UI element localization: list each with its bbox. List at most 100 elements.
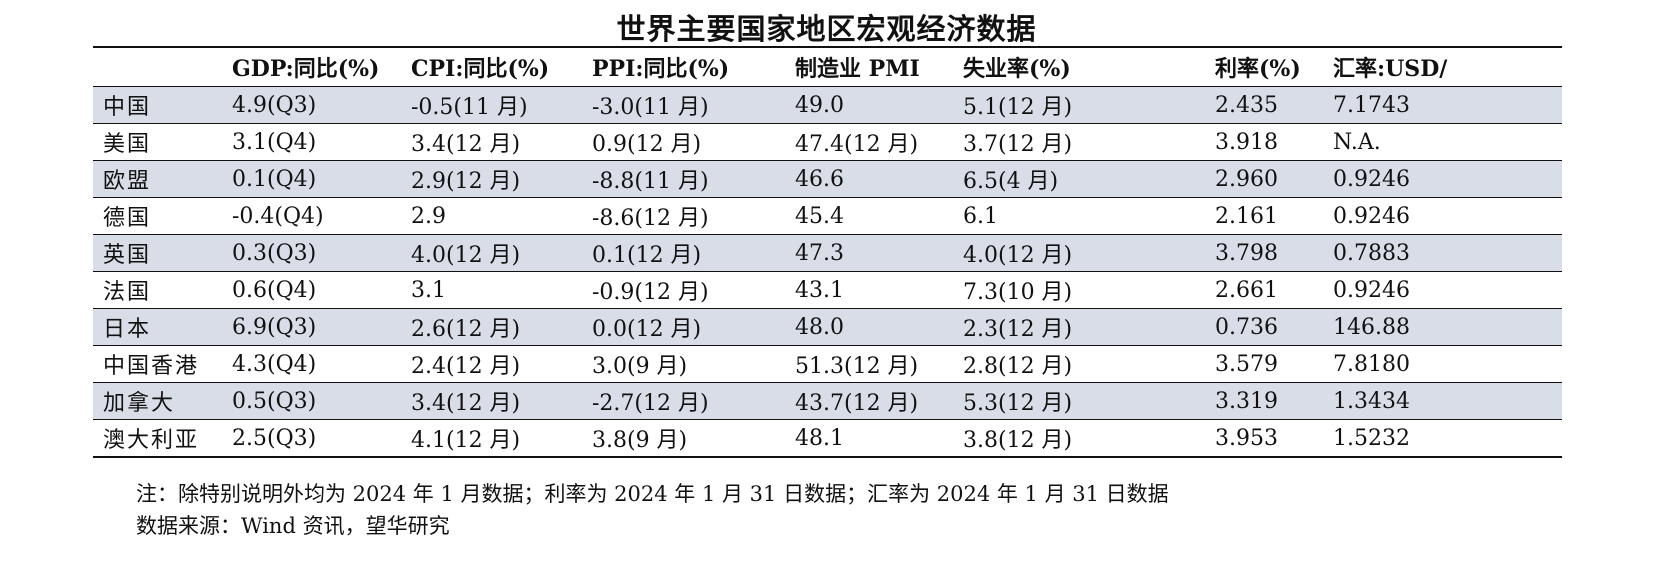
cell-ppi: 0.1(12 月) <box>592 243 702 268</box>
cell-gdp: -0.4(Q4) <box>232 203 324 229</box>
cell-exchange-rate: 1.5232 <box>1333 425 1410 451</box>
cell-interest-rate: 2.960 <box>1215 166 1278 192</box>
cell-ppi: 0.0(12 月) <box>592 317 702 342</box>
table-row: 加拿大 0.5(Q3) 3.4(12 月) -2.7(12 月) 43.7(12 月) 5… <box>93 382 1562 419</box>
cell-region: 英国 <box>103 243 152 268</box>
table-row: 法国 0.6(Q4) 3.1 -0.9(12 月) 43.1 7.3(10 月) 2.661… <box>93 271 1562 308</box>
cell-region: 欧盟 <box>103 169 152 194</box>
cell-interest-rate: 2.161 <box>1215 203 1278 229</box>
cell-unemployment: 5.3(12 月) <box>963 391 1073 416</box>
cell-pmi: 48.0 <box>795 314 844 340</box>
cell-exchange-rate: 0.9246 <box>1333 166 1410 192</box>
cell-exchange-rate: N.A. <box>1333 129 1381 155</box>
cell-pmi: 47.4(12 月) <box>795 132 919 157</box>
table-row: 英国 0.3(Q3) 4.0(12 月) 0.1(12 月) 47.3 4.0(12 月)… <box>93 234 1562 271</box>
cell-interest-rate: 3.953 <box>1215 425 1278 451</box>
cell-pmi: 45.4 <box>795 203 844 229</box>
cell-interest-rate: 0.736 <box>1215 314 1278 340</box>
cell-ppi: -8.8(11 月) <box>592 169 709 194</box>
cell-gdp: 0.3(Q3) <box>232 240 317 266</box>
cell-cpi: 2.9(12 月) <box>411 169 521 194</box>
cell-region: 澳大利亚 <box>103 428 200 453</box>
cell-ppi: 3.8(9 月) <box>592 428 688 453</box>
cell-unemployment: 3.7(12 月) <box>963 132 1073 157</box>
cell-interest-rate: 3.579 <box>1215 351 1278 377</box>
table-row: 日本 6.9(Q3) 2.6(12 月) 0.0(12 月) 48.0 2.3(12 月)… <box>93 308 1562 345</box>
cell-cpi: 3.1 <box>411 277 446 303</box>
macro-data-table: GDP:同比(%) CPI:同比(%) PPI:同比(%) 制造业 PMI 失业… <box>93 46 1562 458</box>
cell-gdp: 0.5(Q3) <box>232 388 317 414</box>
table-notes: 注：除特别说明外均为 2024 年 1 月数据；利率为 2024 年 1 月 3… <box>136 478 1169 542</box>
cell-pmi: 48.1 <box>795 425 844 451</box>
table-top-rule <box>93 46 1562 48</box>
cell-exchange-rate: 0.7883 <box>1333 240 1410 266</box>
cell-interest-rate: 2.661 <box>1215 277 1278 303</box>
cell-ppi: -2.7(12 月) <box>592 391 709 416</box>
cell-unemployment: 5.1(12 月) <box>963 95 1073 120</box>
cell-exchange-rate: 146.88 <box>1333 314 1410 340</box>
cell-ppi: 0.9(12 月) <box>592 132 702 157</box>
header-cell-gdp: GDP:同比(%) <box>232 56 380 82</box>
cell-ppi: 3.0(9 月) <box>592 354 688 379</box>
cell-pmi: 43.1 <box>795 277 844 303</box>
table-row: 澳大利亚 2.5(Q3) 4.1(12 月) 3.8(9 月) 48.1 3.8(12 月… <box>93 419 1562 456</box>
cell-gdp: 0.6(Q4) <box>232 277 317 303</box>
table-row: 中国香港 4.3(Q4) 2.4(12 月) 3.0(9 月) 51.3(12 月) 2.… <box>93 345 1562 382</box>
cell-ppi: -8.6(12 月) <box>592 206 709 231</box>
header-cell-interest-rate: 利率(%) <box>1215 56 1301 82</box>
cell-pmi: 47.3 <box>795 240 844 266</box>
cell-ppi: -3.0(11 月) <box>592 95 709 120</box>
cell-unemployment: 2.3(12 月) <box>963 317 1073 342</box>
cell-cpi: -0.5(11 月) <box>411 95 528 120</box>
footnote: 注：除特别说明外均为 2024 年 1 月数据；利率为 2024 年 1 月 3… <box>136 482 1169 506</box>
table-row: 德国 -0.4(Q4) 2.9 -8.6(12 月) 45.4 6.1 2.161 0.924… <box>93 197 1562 234</box>
cell-interest-rate: 3.918 <box>1215 129 1278 155</box>
cell-unemployment: 2.8(12 月) <box>963 354 1073 379</box>
table-title: 世界主要国家地区宏观经济数据 <box>616 12 1037 46</box>
cell-region: 中国香港 <box>103 354 200 379</box>
header-cell-exchange-rate: 汇率:USD/ <box>1333 56 1448 82</box>
cell-pmi: 46.6 <box>795 166 844 192</box>
cell-cpi: 2.4(12 月) <box>411 354 521 379</box>
cell-unemployment: 3.8(12 月) <box>963 428 1073 453</box>
header-cell-ppi: PPI:同比(%) <box>592 56 730 82</box>
cell-gdp: 0.1(Q4) <box>232 166 317 192</box>
cell-interest-rate: 3.798 <box>1215 240 1278 266</box>
cell-gdp: 4.9(Q3) <box>232 92 317 118</box>
cell-interest-rate: 3.319 <box>1215 388 1278 414</box>
cell-region: 日本 <box>103 317 152 342</box>
cell-exchange-rate: 0.9246 <box>1333 277 1410 303</box>
cell-exchange-rate: 0.9246 <box>1333 203 1410 229</box>
cell-gdp: 4.3(Q4) <box>232 351 317 377</box>
table-row: 欧盟 0.1(Q4) 2.9(12 月) -8.8(11 月) 46.6 6.5(4 月)… <box>93 160 1562 197</box>
cell-region: 法国 <box>103 280 152 305</box>
cell-unemployment: 4.0(12 月) <box>963 243 1073 268</box>
table-header-row: GDP:同比(%) CPI:同比(%) PPI:同比(%) 制造业 PMI 失业… <box>93 48 1562 86</box>
header-cell-unemployment: 失业率(%) <box>963 56 1071 82</box>
cell-exchange-rate: 7.8180 <box>1333 351 1410 377</box>
cell-unemployment: 6.5(4 月) <box>963 169 1059 194</box>
cell-cpi: 3.4(12 月) <box>411 391 521 416</box>
cell-pmi: 43.7(12 月) <box>795 391 919 416</box>
cell-region: 美国 <box>103 132 152 157</box>
cell-unemployment: 7.3(10 月) <box>963 280 1073 305</box>
cell-region: 中国 <box>103 95 152 120</box>
table-row: 美国 3.1(Q4) 3.4(12 月) 0.9(12 月) 47.4(12 月) 3.7… <box>93 123 1562 160</box>
cell-pmi: 49.0 <box>795 92 844 118</box>
header-cell-cpi: CPI:同比(%) <box>411 56 550 82</box>
cell-unemployment: 6.1 <box>963 203 998 229</box>
cell-exchange-rate: 7.1743 <box>1333 92 1410 118</box>
cell-gdp: 3.1(Q4) <box>232 129 317 155</box>
cell-gdp: 2.5(Q3) <box>232 425 317 451</box>
cell-gdp: 6.9(Q3) <box>232 314 317 340</box>
cell-region: 加拿大 <box>103 391 176 416</box>
table-body: 中国 4.9(Q3) -0.5(11 月) -3.0(11 月) 49.0 5.1(12 … <box>93 86 1562 456</box>
cell-region: 德国 <box>103 206 152 231</box>
cell-cpi: 2.6(12 月) <box>411 317 521 342</box>
cell-interest-rate: 2.435 <box>1215 92 1278 118</box>
cell-cpi: 3.4(12 月) <box>411 132 521 157</box>
cell-cpi: 4.1(12 月) <box>411 428 521 453</box>
cell-cpi: 4.0(12 月) <box>411 243 521 268</box>
header-cell-pmi: 制造业 PMI <box>795 56 920 82</box>
data-source: 数据来源：Wind 资讯，望华研究 <box>136 514 450 538</box>
